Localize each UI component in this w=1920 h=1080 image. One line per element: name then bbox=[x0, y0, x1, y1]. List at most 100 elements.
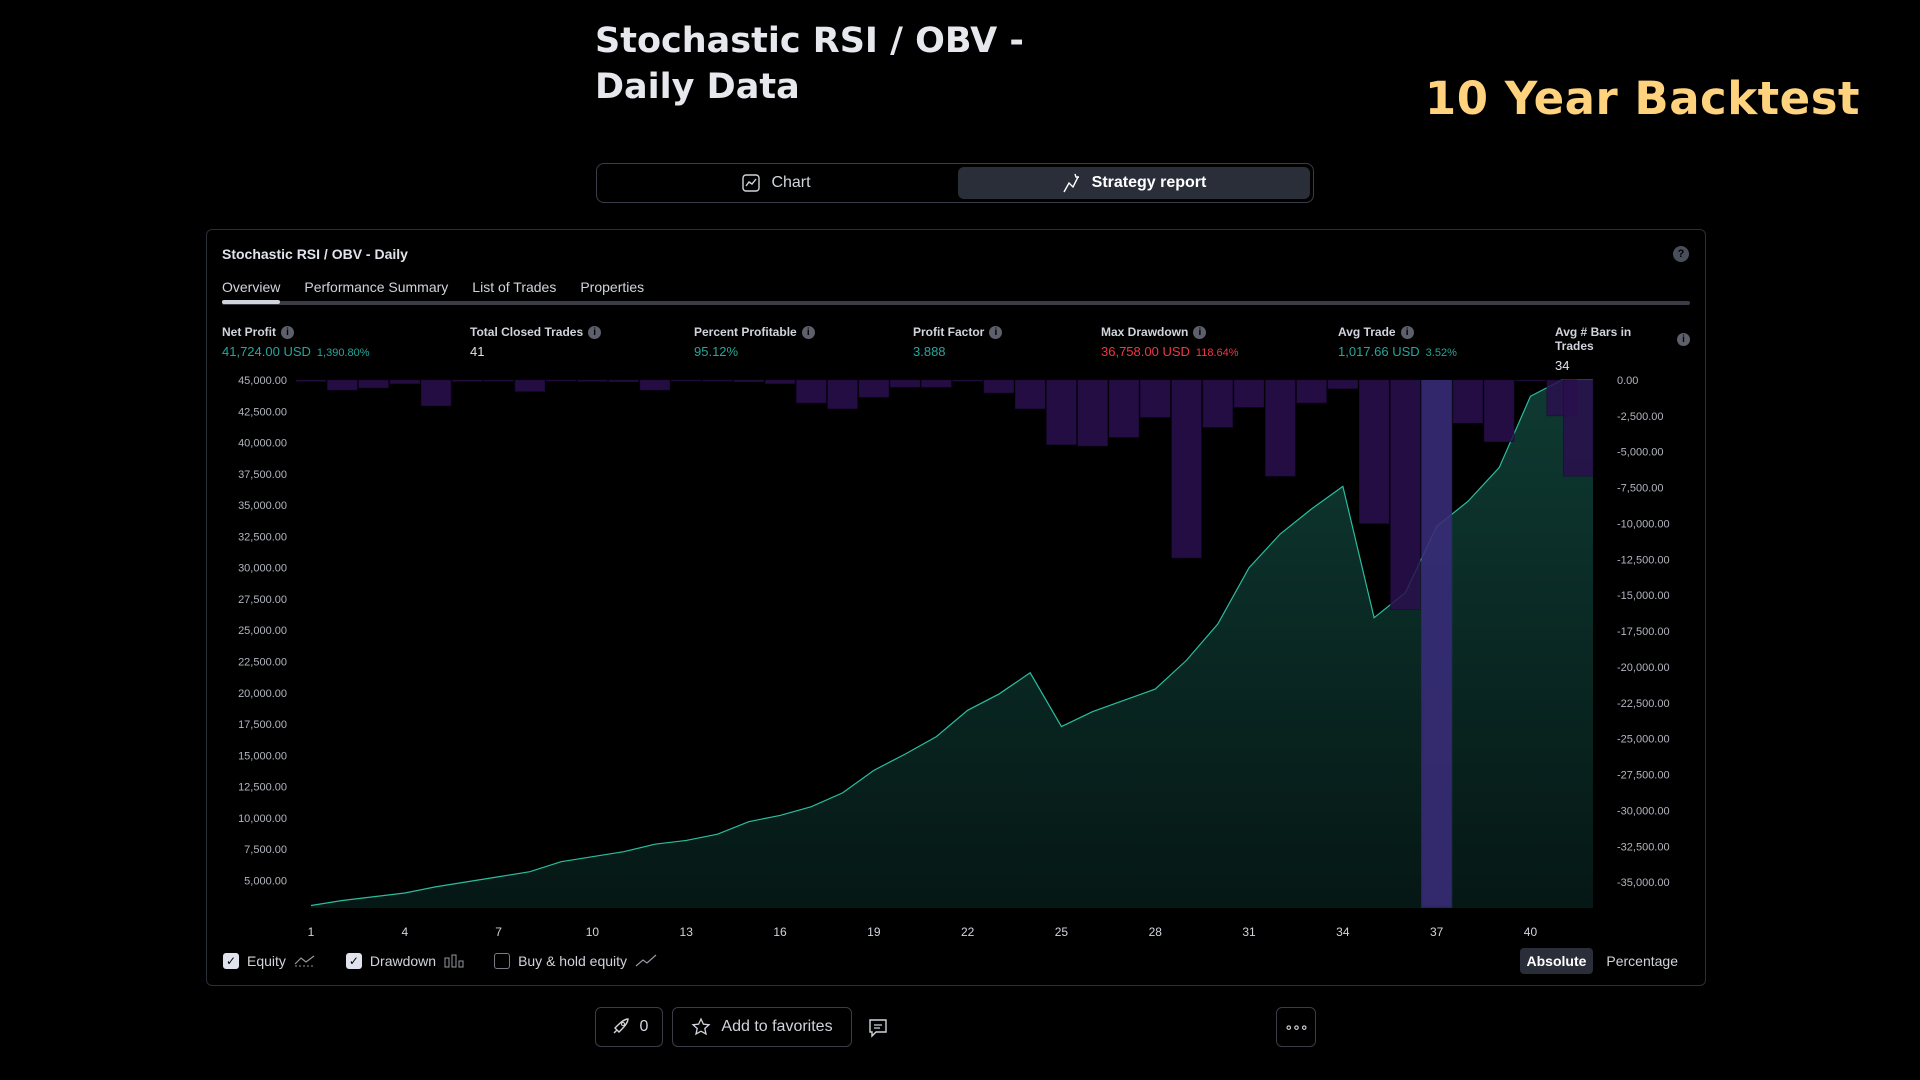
equity-drawdown-chart[interactable]: 45,000.0042,500.0040,000.0037,500.0035,0… bbox=[207, 230, 1705, 950]
info-icon[interactable]: i bbox=[1677, 332, 1690, 346]
left-axis-tick: 35,000.00 bbox=[238, 500, 287, 512]
left-axis-tick: 37,500.00 bbox=[238, 469, 287, 481]
metric-label: Avg # Bars in Trades bbox=[1555, 325, 1632, 353]
left-axis-tick: 30,000.00 bbox=[238, 563, 287, 575]
backtest-overlay-label: 10 Year Backtest bbox=[1424, 72, 1860, 125]
drawdown-bars-icon bbox=[444, 954, 464, 968]
drawdown-bar bbox=[733, 379, 764, 382]
right-axis-tick: -32,500.00 bbox=[1617, 841, 1670, 853]
x-axis-tick: 31 bbox=[1242, 925, 1256, 939]
x-axis-tick: 37 bbox=[1430, 925, 1444, 939]
metric-label: Percent Profitable bbox=[694, 325, 797, 339]
subtab-list-of-trades[interactable]: List of Trades bbox=[472, 279, 557, 295]
boost-count: 0 bbox=[639, 1018, 649, 1035]
right-axis-tick: -5,000.00 bbox=[1617, 447, 1663, 459]
drawdown-bar bbox=[639, 379, 671, 391]
subtab-performance-summary[interactable]: Performance Summary bbox=[304, 279, 449, 295]
drawdown-bar bbox=[1390, 379, 1421, 610]
metric-value: 41,724.00 USD bbox=[222, 344, 311, 359]
comment-icon[interactable] bbox=[867, 1017, 889, 1039]
subtab-properties[interactable]: Properties bbox=[580, 279, 645, 295]
drawdown-bar bbox=[1452, 379, 1484, 424]
metric-avg-trade: Avg Trade i 1,017.66 USD 3.52% bbox=[1338, 325, 1457, 359]
right-axis-tick: -10,000.00 bbox=[1617, 518, 1670, 530]
left-axis-tick: 15,000.00 bbox=[238, 750, 287, 762]
drawdown-bar bbox=[921, 379, 952, 388]
drawdown-bar bbox=[546, 379, 577, 382]
legend-buy-hold[interactable]: Buy & hold equity bbox=[494, 953, 657, 969]
x-axis-tick: 13 bbox=[680, 925, 694, 939]
legend-equity[interactable]: ✓ Equity bbox=[223, 953, 316, 969]
favorites-label: Add to favorites bbox=[721, 1018, 833, 1035]
rocket-icon bbox=[613, 1018, 629, 1034]
x-axis-tick: 1 bbox=[308, 925, 315, 939]
equity-line-icon bbox=[294, 955, 315, 967]
legend-label: Buy & hold equity bbox=[518, 953, 628, 969]
metric-label: Net Profit bbox=[222, 325, 276, 339]
drawdown-checkbox[interactable]: ✓ bbox=[345, 953, 362, 969]
left-axis-tick: 42,500.00 bbox=[238, 406, 287, 418]
hover-highlight bbox=[1421, 380, 1453, 908]
right-axis-tick: -12,500.00 bbox=[1617, 554, 1670, 566]
info-icon[interactable]: i bbox=[1400, 325, 1414, 339]
mode-percentage[interactable]: Percentage bbox=[1606, 953, 1678, 969]
more-icon: ∘∘∘ bbox=[1284, 1018, 1308, 1035]
left-axis-tick: 7,500.00 bbox=[244, 844, 287, 856]
tab-chart[interactable]: Chart bbox=[600, 167, 952, 199]
help-icon[interactable]: ? bbox=[1673, 246, 1689, 262]
buy-hold-checkbox[interactable] bbox=[494, 953, 511, 969]
metric-percent-profitable: Percent Profitable i 95.12% bbox=[694, 325, 815, 359]
drawdown-bar bbox=[796, 379, 827, 404]
x-axis-tick: 4 bbox=[401, 925, 408, 939]
drawdown-bar bbox=[1108, 379, 1140, 438]
left-axis-tick: 12,500.00 bbox=[238, 782, 287, 794]
drawdown-bar bbox=[358, 379, 389, 389]
info-icon[interactable]: i bbox=[588, 325, 602, 339]
info-icon[interactable]: i bbox=[989, 325, 1003, 339]
view-toggle: Chart Strategy report bbox=[596, 163, 1314, 203]
mode-absolute[interactable]: Absolute bbox=[1519, 948, 1594, 974]
drawdown-bar bbox=[1140, 379, 1171, 418]
left-axis-tick: 32,500.00 bbox=[238, 531, 287, 543]
legend-drawdown[interactable]: ✓ Drawdown bbox=[345, 953, 464, 969]
right-axis-tick: -25,000.00 bbox=[1617, 734, 1670, 746]
drawdown-bar bbox=[1202, 379, 1233, 428]
metric-label: Profit Factor bbox=[913, 325, 985, 339]
right-axis-tick: -27,500.00 bbox=[1617, 770, 1670, 782]
metric-profit-factor: Profit Factor i 3.888 bbox=[913, 325, 1003, 359]
drawdown-bar bbox=[1421, 379, 1452, 907]
right-axis-tick: -20,000.00 bbox=[1617, 662, 1670, 674]
info-icon[interactable]: i bbox=[1193, 325, 1207, 339]
drawdown-bar bbox=[608, 379, 639, 382]
metric-value: 3.888 bbox=[913, 344, 946, 359]
metric-avg-bars: Avg # Bars in Trades i 34 bbox=[1555, 325, 1690, 373]
info-icon[interactable]: i bbox=[801, 325, 815, 339]
info-icon[interactable]: i bbox=[281, 325, 294, 339]
right-axis-tick: -30,000.00 bbox=[1617, 805, 1670, 817]
x-axis-tick: 7 bbox=[495, 925, 502, 939]
drawdown-bar bbox=[827, 379, 858, 409]
more-options-button[interactable]: ∘∘∘ bbox=[1276, 1007, 1316, 1047]
drawdown-bar bbox=[952, 379, 983, 382]
drawdown-bar bbox=[1015, 379, 1046, 409]
subtab-overview[interactable]: Overview bbox=[222, 279, 281, 304]
tab-strategy-report[interactable]: Strategy report bbox=[958, 167, 1310, 199]
chart-icon bbox=[742, 174, 761, 192]
metric-sub: 118.64% bbox=[1195, 347, 1239, 359]
drawdown-bar bbox=[1171, 379, 1202, 559]
equity-checkbox[interactable]: ✓ bbox=[223, 953, 239, 969]
add-to-favorites-button[interactable]: Add to favorites bbox=[672, 1007, 852, 1047]
right-axis-tick: 0.00 bbox=[1617, 375, 1638, 387]
drawdown-bar bbox=[1484, 379, 1515, 442]
metric-value: 1,017.66 USD bbox=[1338, 344, 1420, 359]
drawdown-bar bbox=[1046, 379, 1077, 445]
drawdown-bar bbox=[764, 379, 796, 384]
left-axis-tick: 40,000.00 bbox=[238, 438, 287, 450]
tab-chart-label: Chart bbox=[771, 174, 811, 191]
subtab-divider bbox=[222, 301, 1690, 305]
left-axis-tick: 22,500.00 bbox=[238, 657, 287, 669]
boost-button[interactable]: 0 bbox=[595, 1007, 663, 1047]
drawdown-bar bbox=[327, 379, 358, 391]
metric-value: 41 bbox=[470, 344, 485, 359]
x-axis-tick: 19 bbox=[867, 925, 881, 939]
